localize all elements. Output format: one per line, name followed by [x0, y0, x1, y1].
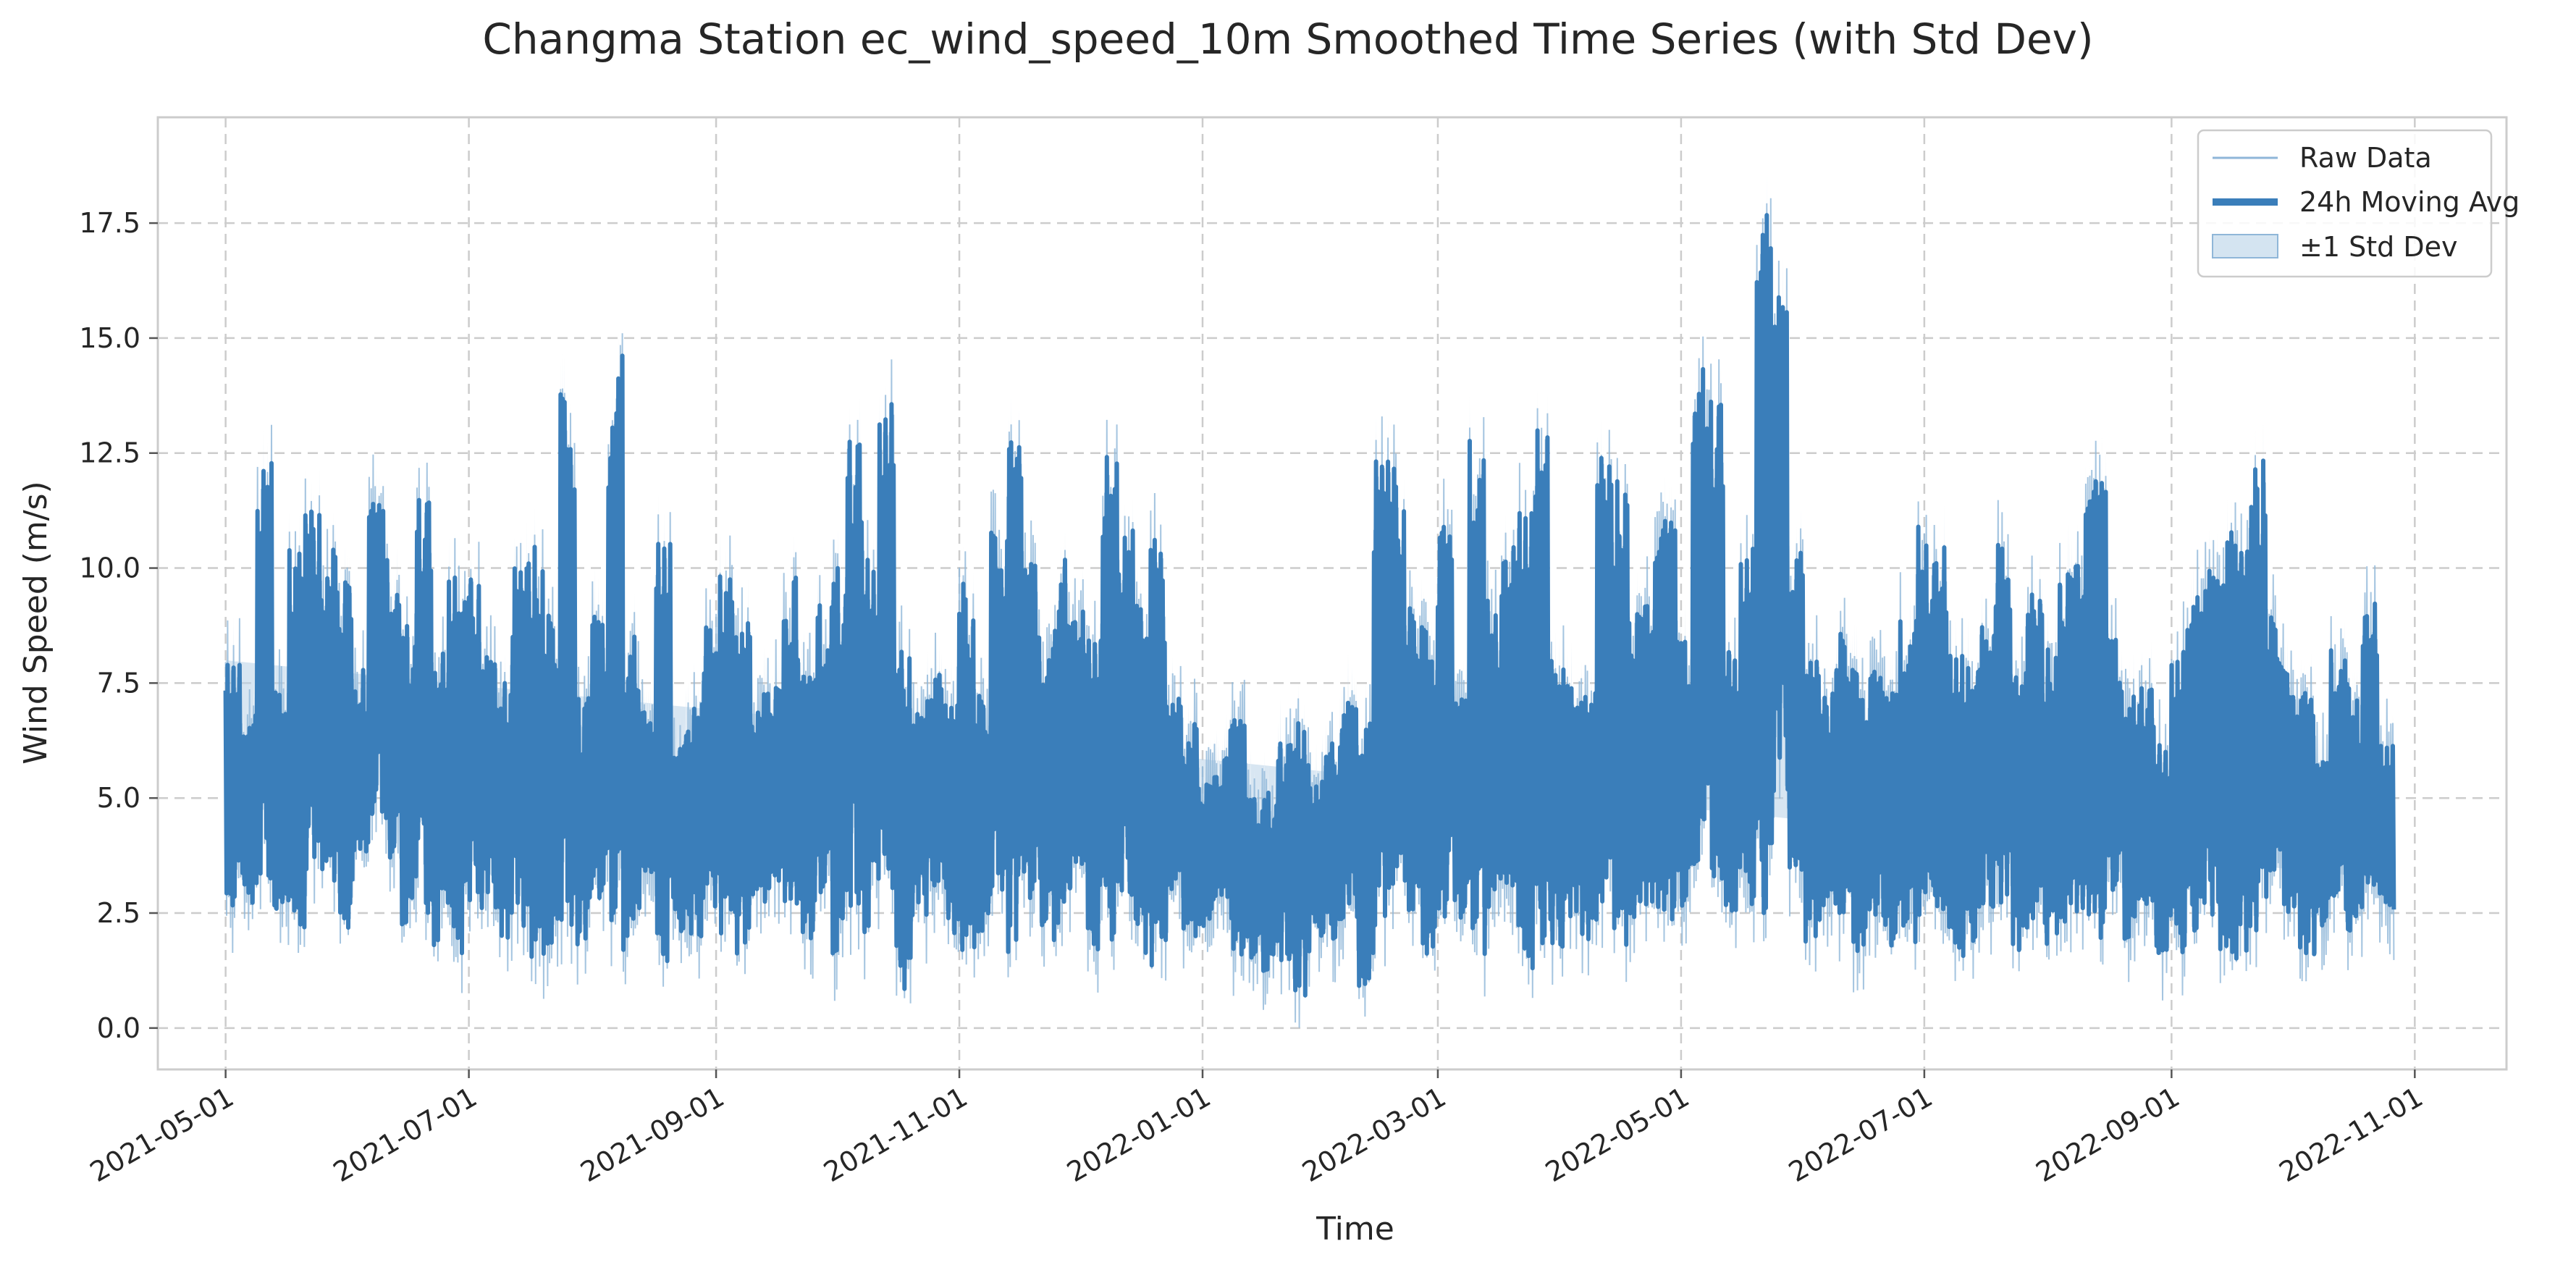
y-tick-label: 2.5: [97, 897, 140, 929]
legend-label-std-dev: ±1 Std Dev: [2299, 231, 2457, 263]
plot-frame: [156, 116, 2508, 1071]
y-axis-ticks: 0.0 2.5 5.0 7.5 10.0 12.5 15.0 17.5: [79, 207, 158, 1044]
y-tick-label: 12.5: [79, 437, 140, 469]
legend-swatch-std-dev: [2212, 234, 2278, 258]
moving-average-line: [223, 213, 2396, 998]
y-tick-label: 0.0: [97, 1012, 140, 1044]
moving-average-group: [223, 213, 2396, 998]
legend-label-moving-average: 24h Moving Avg: [2299, 186, 2520, 218]
y-tick-label: 10.0: [79, 552, 140, 584]
y-tick-label: 5.0: [97, 782, 140, 814]
y-tick-label: 15.0: [79, 322, 140, 354]
y-tick-label: 7.5: [97, 667, 140, 699]
chart-title: Changma Station ec_wind_speed_10m Smooth…: [482, 14, 2093, 64]
y-axis-label: Wind Speed (m/s): [17, 481, 54, 764]
x-axis-label: Time: [1316, 1211, 1394, 1248]
y-tick-label: 17.5: [79, 207, 140, 239]
legend: Raw Data 24h Moving Avg ±1 Std Dev: [2197, 129, 2520, 278]
legend-label-raw-data: Raw Data: [2299, 142, 2432, 174]
